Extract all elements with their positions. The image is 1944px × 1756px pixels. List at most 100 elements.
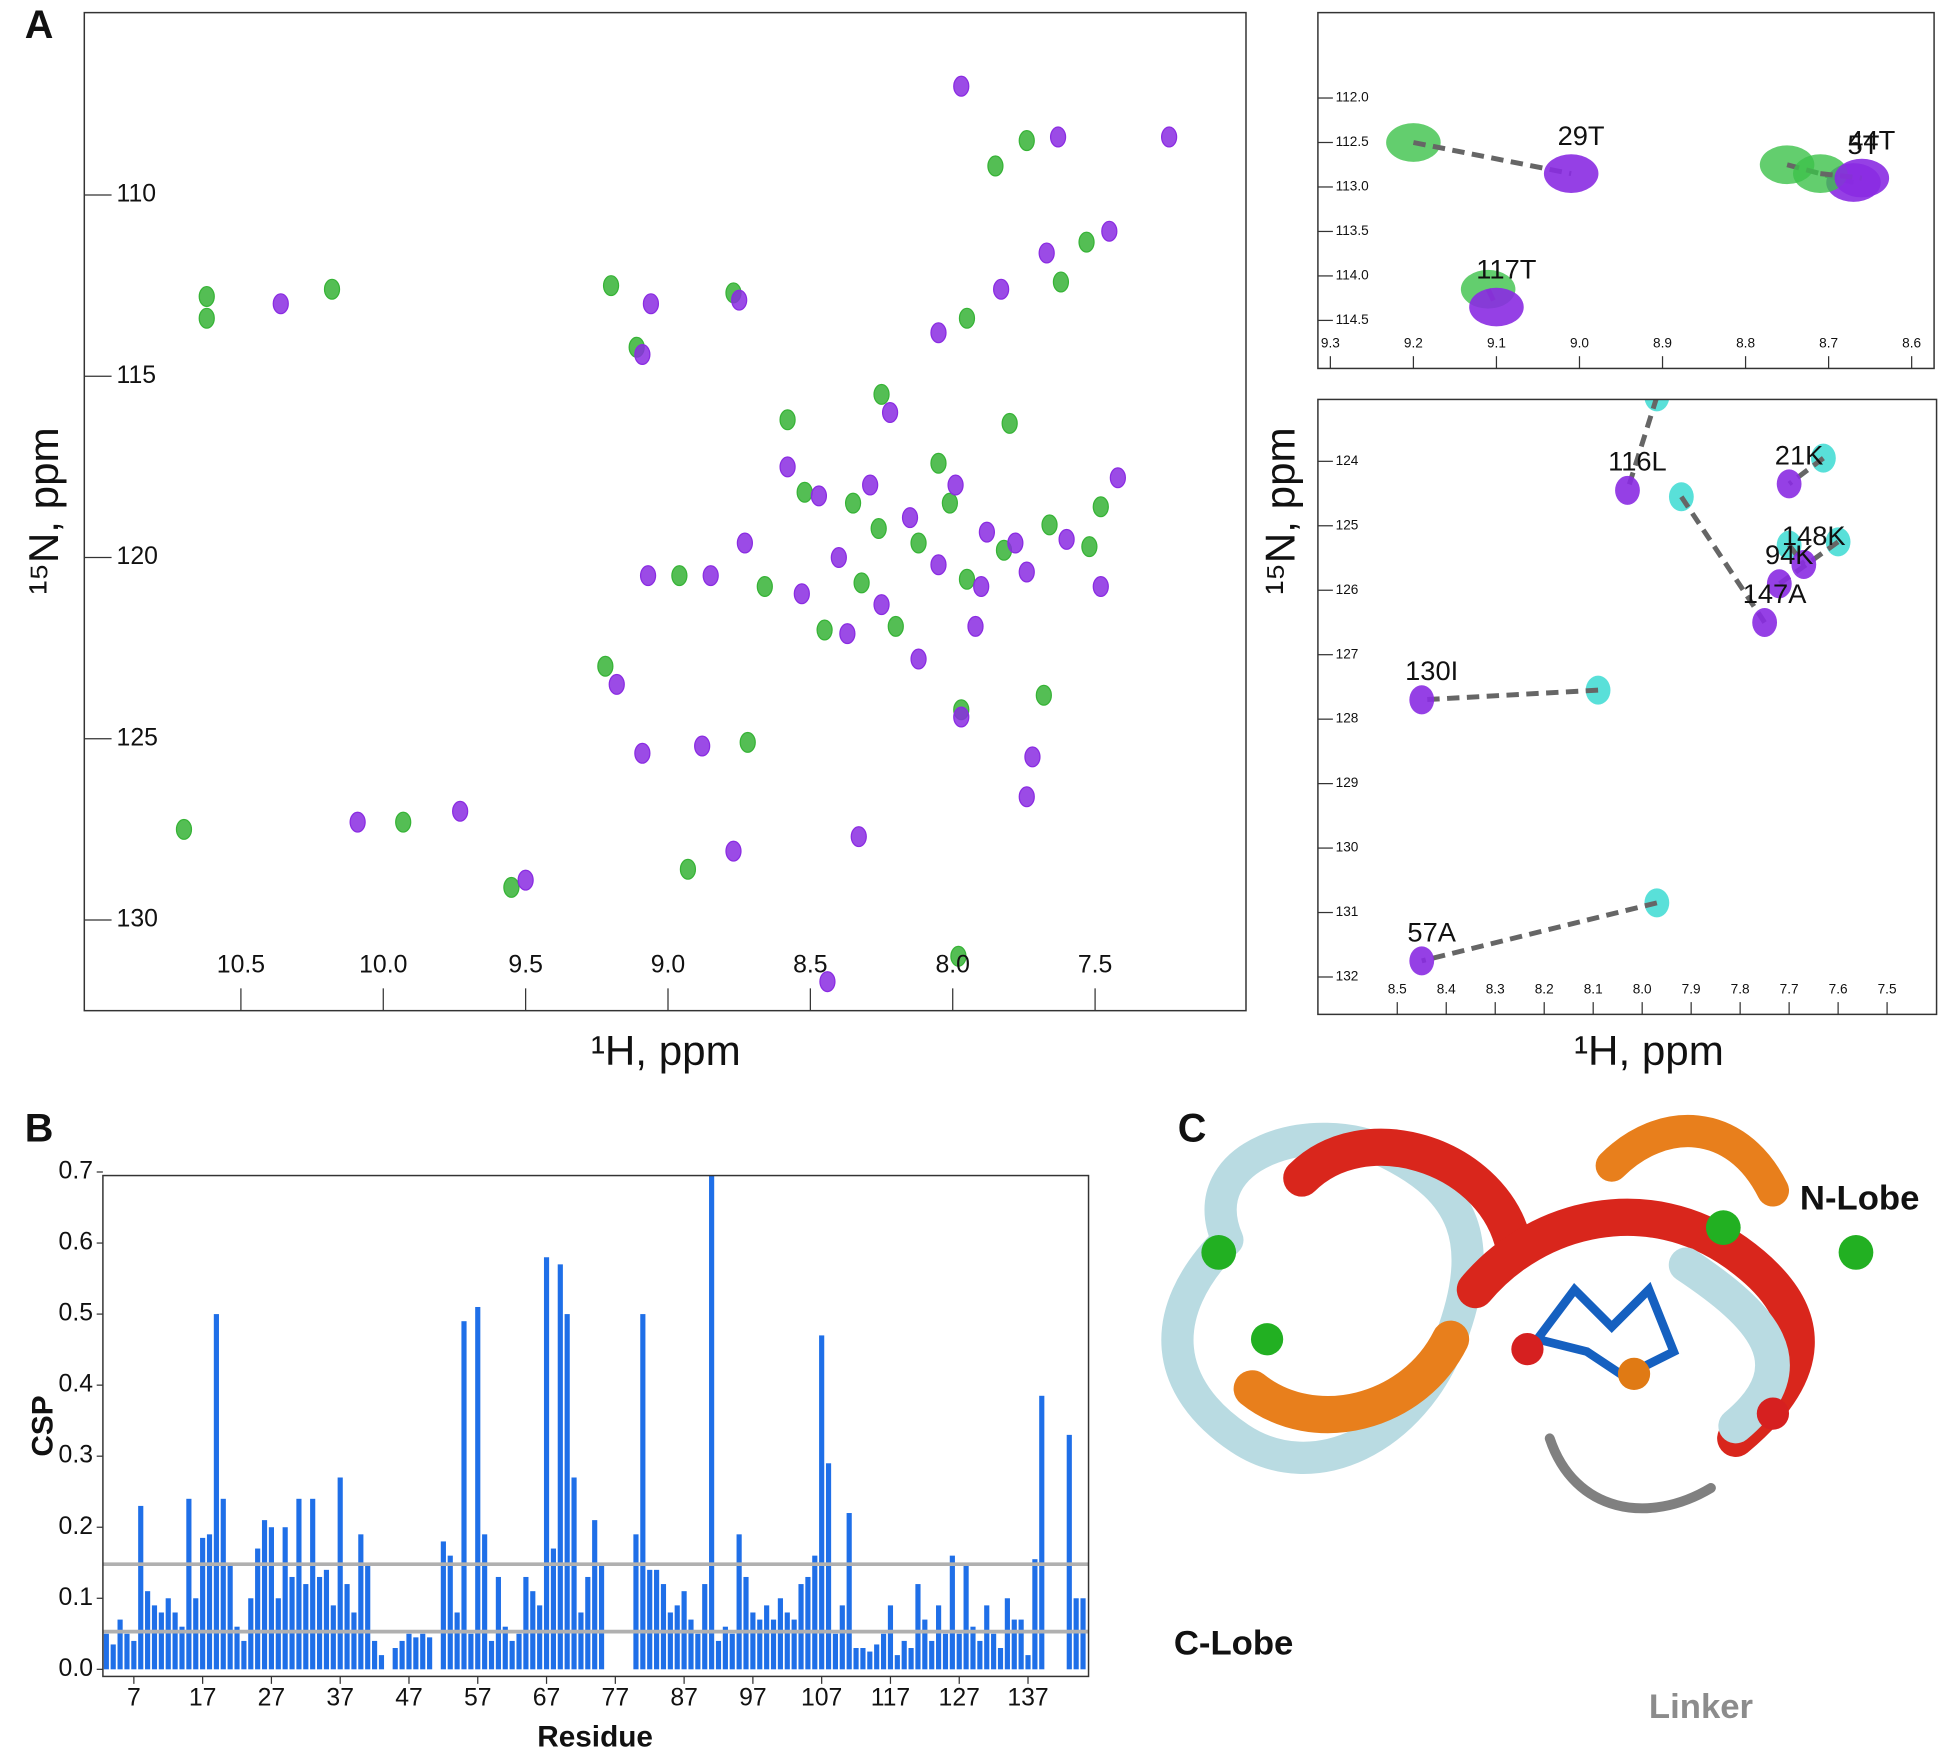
peak [1101, 220, 1118, 242]
bar [1011, 1619, 1017, 1670]
bar [399, 1640, 405, 1670]
peak [517, 869, 534, 891]
bar [695, 1633, 701, 1670]
bar [839, 1605, 845, 1670]
peak [844, 492, 862, 514]
peak [1001, 412, 1018, 434]
bar [103, 1633, 109, 1670]
x-tick-label: 8.6 [1902, 335, 1921, 350]
x-tick-label: 8.5 [1388, 981, 1407, 996]
y-tick-label: 129 [1336, 775, 1359, 790]
peak [1049, 126, 1067, 148]
x-axis-label: ¹H, ppm [1574, 1027, 1724, 1074]
peak [1058, 528, 1075, 550]
peak [870, 517, 887, 540]
bar [654, 1569, 660, 1670]
x-tick-label: 7.5 [1078, 952, 1112, 979]
bar [564, 1314, 570, 1670]
x-tick-label: 8.0 [1633, 981, 1652, 996]
shift-line [1421, 687, 1599, 703]
peak [349, 811, 366, 833]
bar [598, 1562, 605, 1670]
peak [910, 532, 927, 554]
bar [915, 1584, 921, 1670]
peak [743, 0, 758, 2]
x-axis-label: ¹H, ppm [591, 1027, 741, 1074]
y-tick-label: 130 [117, 906, 158, 933]
bar [571, 1477, 577, 1670]
bar [963, 1562, 969, 1670]
y-axis-label: ¹⁵N, ppm [1256, 427, 1303, 594]
bar [550, 1548, 557, 1670]
peak [958, 568, 976, 590]
x-tick-label: 8.1 [1584, 981, 1603, 996]
x-tick-label: 127 [939, 1684, 980, 1711]
peak [175, 818, 193, 840]
x-tick-label: 8.0 [935, 952, 969, 979]
x-tick-label: 7.6 [1829, 981, 1848, 996]
panel-label: B [25, 1106, 54, 1150]
plot-area [1409, 399, 1851, 976]
peak [953, 706, 970, 728]
structure-label: C-Lobe [1174, 1625, 1294, 1663]
peak [816, 619, 833, 641]
bar [151, 1605, 158, 1670]
bar [358, 1534, 364, 1670]
bar [660, 1584, 667, 1670]
bar [234, 1626, 240, 1670]
peak [958, 307, 976, 329]
peak [1092, 496, 1109, 518]
peak [796, 481, 813, 503]
residue-sphere [1617, 1357, 1651, 1391]
bar [220, 1498, 226, 1670]
bar [316, 1576, 323, 1670]
holo-peak [1752, 607, 1778, 637]
y-tick-label: 114.5 [1336, 312, 1369, 327]
bar [722, 1626, 728, 1670]
bar [1032, 1559, 1038, 1670]
bar [970, 1626, 976, 1670]
peak [862, 474, 879, 496]
bar [1025, 1655, 1031, 1670]
bar [578, 1612, 584, 1670]
peak [1078, 231, 1095, 253]
peak [973, 575, 990, 598]
x-tick-label: 77 [602, 1684, 630, 1711]
x-tick-label: 7 [127, 1684, 141, 1711]
bar [482, 1534, 488, 1670]
bar [186, 1498, 192, 1670]
bar [991, 1633, 997, 1670]
helix [1233, 1320, 1470, 1434]
bar [289, 1576, 295, 1670]
bar [516, 1633, 522, 1670]
bar [468, 1633, 474, 1670]
peak [967, 615, 984, 637]
y-tick-label: 125 [117, 724, 158, 751]
peak [987, 155, 1004, 177]
x-tick-label: 67 [533, 1684, 561, 1711]
bar [791, 1619, 797, 1670]
helix [1283, 1128, 1532, 1259]
plot-frame [1317, 398, 1938, 1016]
peak [1081, 536, 1098, 558]
x-tick-label: 8.7 [1819, 335, 1838, 350]
peak [1035, 684, 1052, 706]
shift-line [1625, 399, 1659, 492]
x-tick-label: 10.5 [217, 952, 265, 979]
peak [873, 594, 890, 616]
bar [420, 1633, 426, 1670]
shift-line [1412, 140, 1572, 177]
peak [503, 876, 520, 898]
bar [805, 1576, 811, 1670]
bar [172, 1612, 178, 1670]
peak [272, 293, 289, 315]
ribbon [1668, 1247, 1790, 1444]
peak [1024, 746, 1041, 768]
bar [268, 1527, 274, 1670]
y-tick-label: 0.0 [59, 1655, 93, 1682]
peak-label: 57A [1407, 916, 1456, 947]
x-tick-label: 87 [670, 1684, 698, 1711]
y-tick-label: 131 [1336, 904, 1359, 919]
y-tick-label: 113.5 [1336, 223, 1369, 238]
